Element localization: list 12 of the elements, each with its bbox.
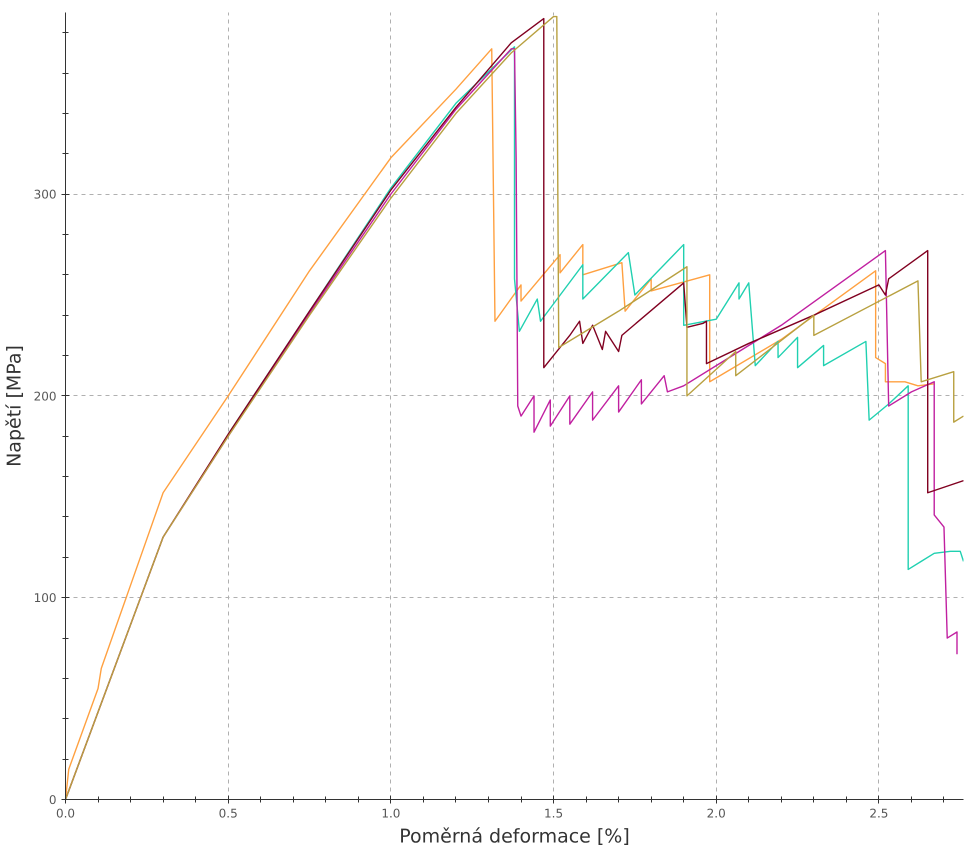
y-tick-label: 200 — [34, 389, 56, 404]
y-tick-label: 300 — [34, 188, 56, 202]
x-tick-label: 0.5 — [218, 806, 238, 820]
y-tick-label: 100 — [34, 591, 56, 606]
x-tick-label: 1.5 — [544, 806, 564, 820]
x-axis-title: Poměrná deformace [%] — [399, 826, 630, 848]
x-tick-label: 2.0 — [706, 806, 726, 820]
y-axis-title: Napětí [MPa] — [4, 345, 26, 467]
y-tick-label: 0 — [48, 793, 57, 807]
x-tick-label: 0.0 — [56, 806, 76, 820]
x-tick-label: 1.0 — [381, 806, 400, 820]
x-tick-label: 2.5 — [869, 806, 888, 820]
